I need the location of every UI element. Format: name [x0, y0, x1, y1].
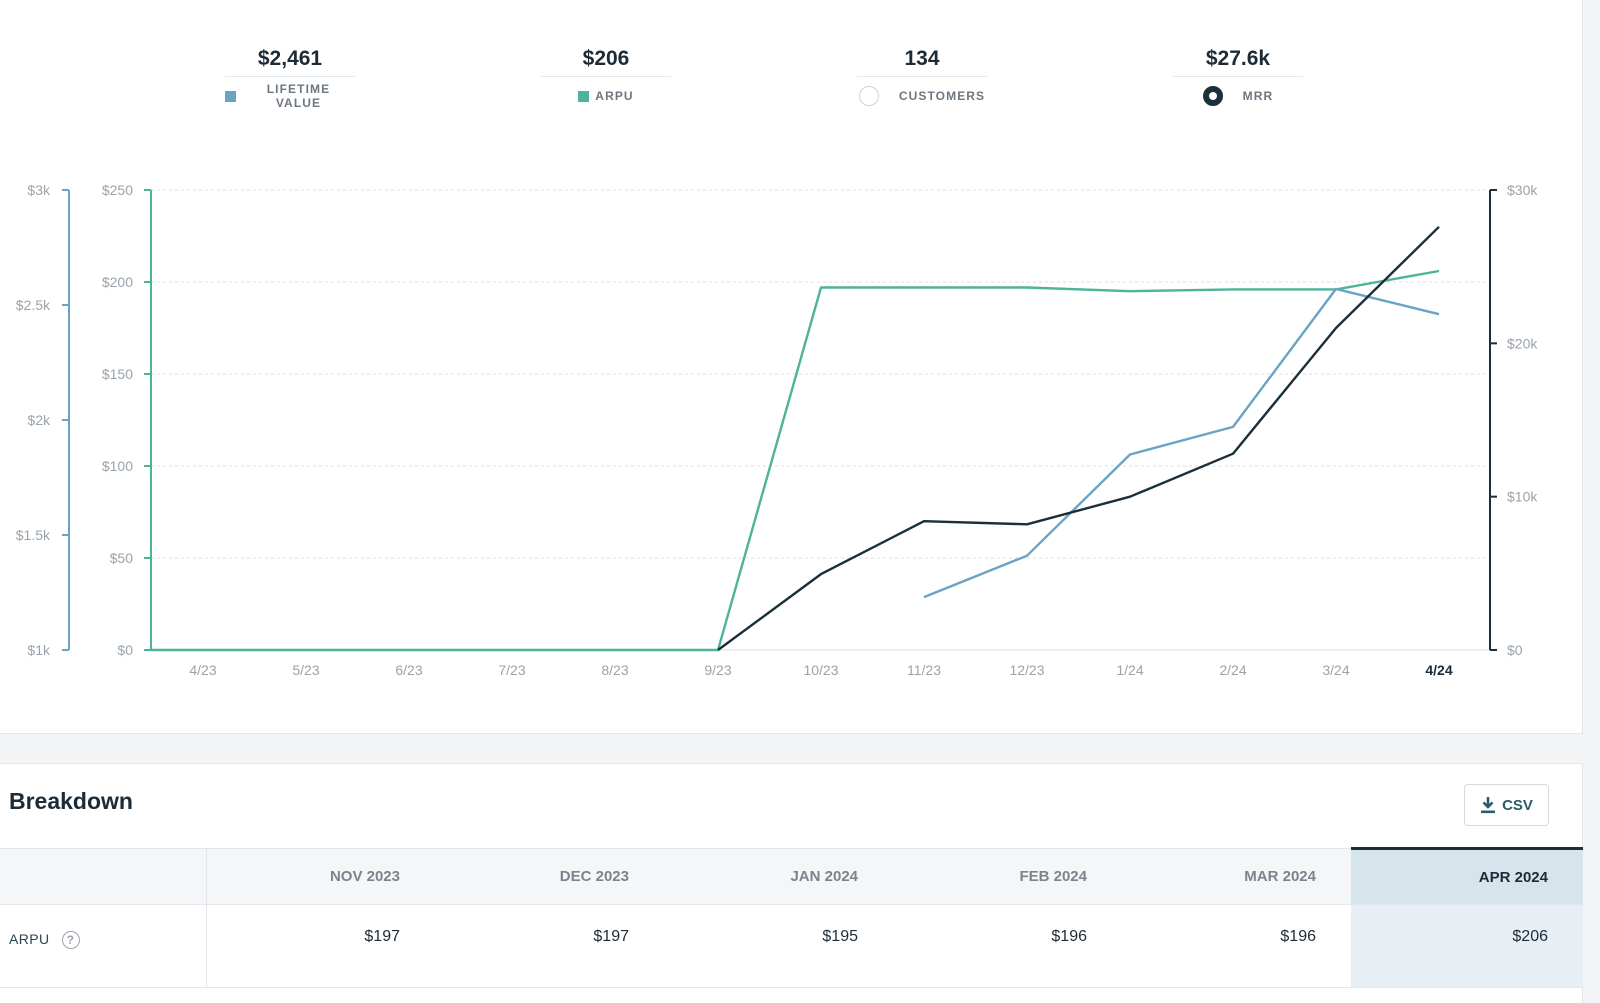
breakdown-table: NOV 2023 DEC 2023 JAN 2024 FEB 2024 MAR … [0, 847, 1583, 988]
csv-label: CSV [1502, 796, 1533, 814]
mrr-tick-label: $20k [1507, 335, 1538, 351]
metric-divider [1173, 76, 1303, 77]
row-label: ARPU? [0, 904, 207, 988]
metric-label-row: MRR [1173, 85, 1303, 107]
table-cell: $196 [1122, 904, 1351, 988]
metric-label: LIFETIME VALUE [266, 82, 331, 110]
series-line-lifetime-value [923, 287, 1440, 599]
table-cell: $195 [664, 904, 893, 988]
column-header[interactable]: NOV 2023 [206, 848, 435, 905]
x-tick-label: 4/24 [1425, 662, 1452, 678]
ltv-tick-label: $2.5k [16, 297, 51, 313]
table-cell-selected: $206 [1351, 904, 1583, 988]
metric-label-row: ARPU [541, 85, 671, 107]
column-header-selected[interactable]: APR 2024 [1351, 847, 1583, 905]
x-tick-label: 4/23 [189, 662, 216, 678]
x-tick-label: 3/24 [1322, 662, 1349, 678]
radio-icon[interactable] [858, 86, 879, 106]
metrics-chart: $1k $1.5k $2k $2.5k $3k $0 $50 $100 $150 $200 $250… [16, 182, 1539, 678]
arpu-tick-label: $100 [102, 458, 133, 474]
column-header [0, 848, 207, 905]
table-header-row: NOV 2023 DEC 2023 JAN 2024 FEB 2024 MAR … [0, 847, 1583, 905]
column-header[interactable]: DEC 2023 [435, 848, 664, 905]
metric-value: $2,461 [257, 47, 323, 70]
metric-label: MRR [1242, 89, 1274, 103]
ltv-tick-label: $2k [27, 412, 51, 428]
breakdown-title: Breakdown [9, 788, 133, 814]
x-tick-label: 7/23 [498, 662, 525, 678]
table-row: ARPU? $197 $197 $195 $196 $196 $206 [0, 904, 1583, 988]
arpu-tick-label: $50 [110, 550, 134, 566]
legend-swatch-icon [578, 90, 590, 102]
ltv-tick-label: $1.5k [16, 527, 51, 543]
metric-value: $27.6k [1205, 47, 1271, 70]
metric-label-row: CUSTOMERS [857, 85, 987, 107]
mrr-tick-label: $30k [1507, 182, 1538, 198]
x-tick-label: 6/23 [395, 662, 422, 678]
ltv-tick-label: $3k [27, 182, 51, 198]
x-tick-label: 12/23 [1009, 662, 1044, 678]
column-header[interactable]: FEB 2024 [893, 848, 1122, 905]
ltv-tick-label: $1k [27, 642, 51, 658]
table-cell: $196 [893, 904, 1122, 988]
x-tick-label: 5/23 [292, 662, 319, 678]
metric-label-row: LIFETIME VALUE [225, 82, 355, 110]
metric-divider [541, 76, 671, 77]
table-cell: $197 [206, 904, 435, 988]
arpu-tick-label: $250 [102, 182, 133, 198]
metric-label: CUSTOMERS [898, 89, 986, 103]
x-tick-label: 9/23 [704, 662, 731, 678]
radio-selected-icon[interactable] [1202, 86, 1223, 106]
arpu-tick-label: $200 [102, 274, 133, 290]
series-line-arpu [151, 269, 1440, 652]
x-tick-label: 11/23 [907, 662, 941, 678]
metric-lifetime-value: $2,461 LIFETIME VALUE [225, 44, 355, 110]
column-header[interactable]: MAR 2024 [1122, 848, 1351, 905]
help-icon[interactable]: ? [61, 931, 80, 950]
csv-download-button[interactable]: CSV [1464, 784, 1549, 826]
x-tick-label: 1/24 [1116, 662, 1143, 678]
x-tick-label: 8/23 [601, 662, 628, 678]
breakdown-panel: Breakdown CSV NOV 2023 DEC 2023 JAN 2024… [0, 763, 1583, 1003]
metric-value: $206 [582, 47, 630, 70]
metric-divider [857, 76, 987, 77]
x-tick-label: 2/24 [1219, 662, 1246, 678]
metric-label: ARPU [595, 89, 634, 103]
arpu-tick-label: $150 [102, 366, 133, 382]
chart-panel: $2,461 LIFETIME VALUE $206 ARPU 134 CUSTOMERS… [0, 0, 1583, 734]
metric-arpu: $206 ARPU [541, 44, 671, 107]
row-label-text: ARPU [9, 931, 50, 947]
table-cell: $197 [435, 904, 664, 988]
arpu-tick-label: $0 [117, 642, 133, 658]
column-header[interactable]: JAN 2024 [664, 848, 893, 905]
metric-customers[interactable]: 134 CUSTOMERS [857, 44, 987, 107]
x-tick-label: 10/23 [803, 662, 838, 678]
metric-divider [225, 76, 355, 77]
mrr-tick-label: $10k [1507, 489, 1538, 505]
metric-value: 134 [904, 47, 940, 70]
series-line-mrr [717, 225, 1440, 651]
legend-swatch-icon [225, 90, 236, 102]
mrr-tick-label: $0 [1507, 642, 1523, 658]
download-icon [1481, 797, 1496, 814]
metric-mrr[interactable]: $27.6k MRR [1173, 44, 1303, 107]
